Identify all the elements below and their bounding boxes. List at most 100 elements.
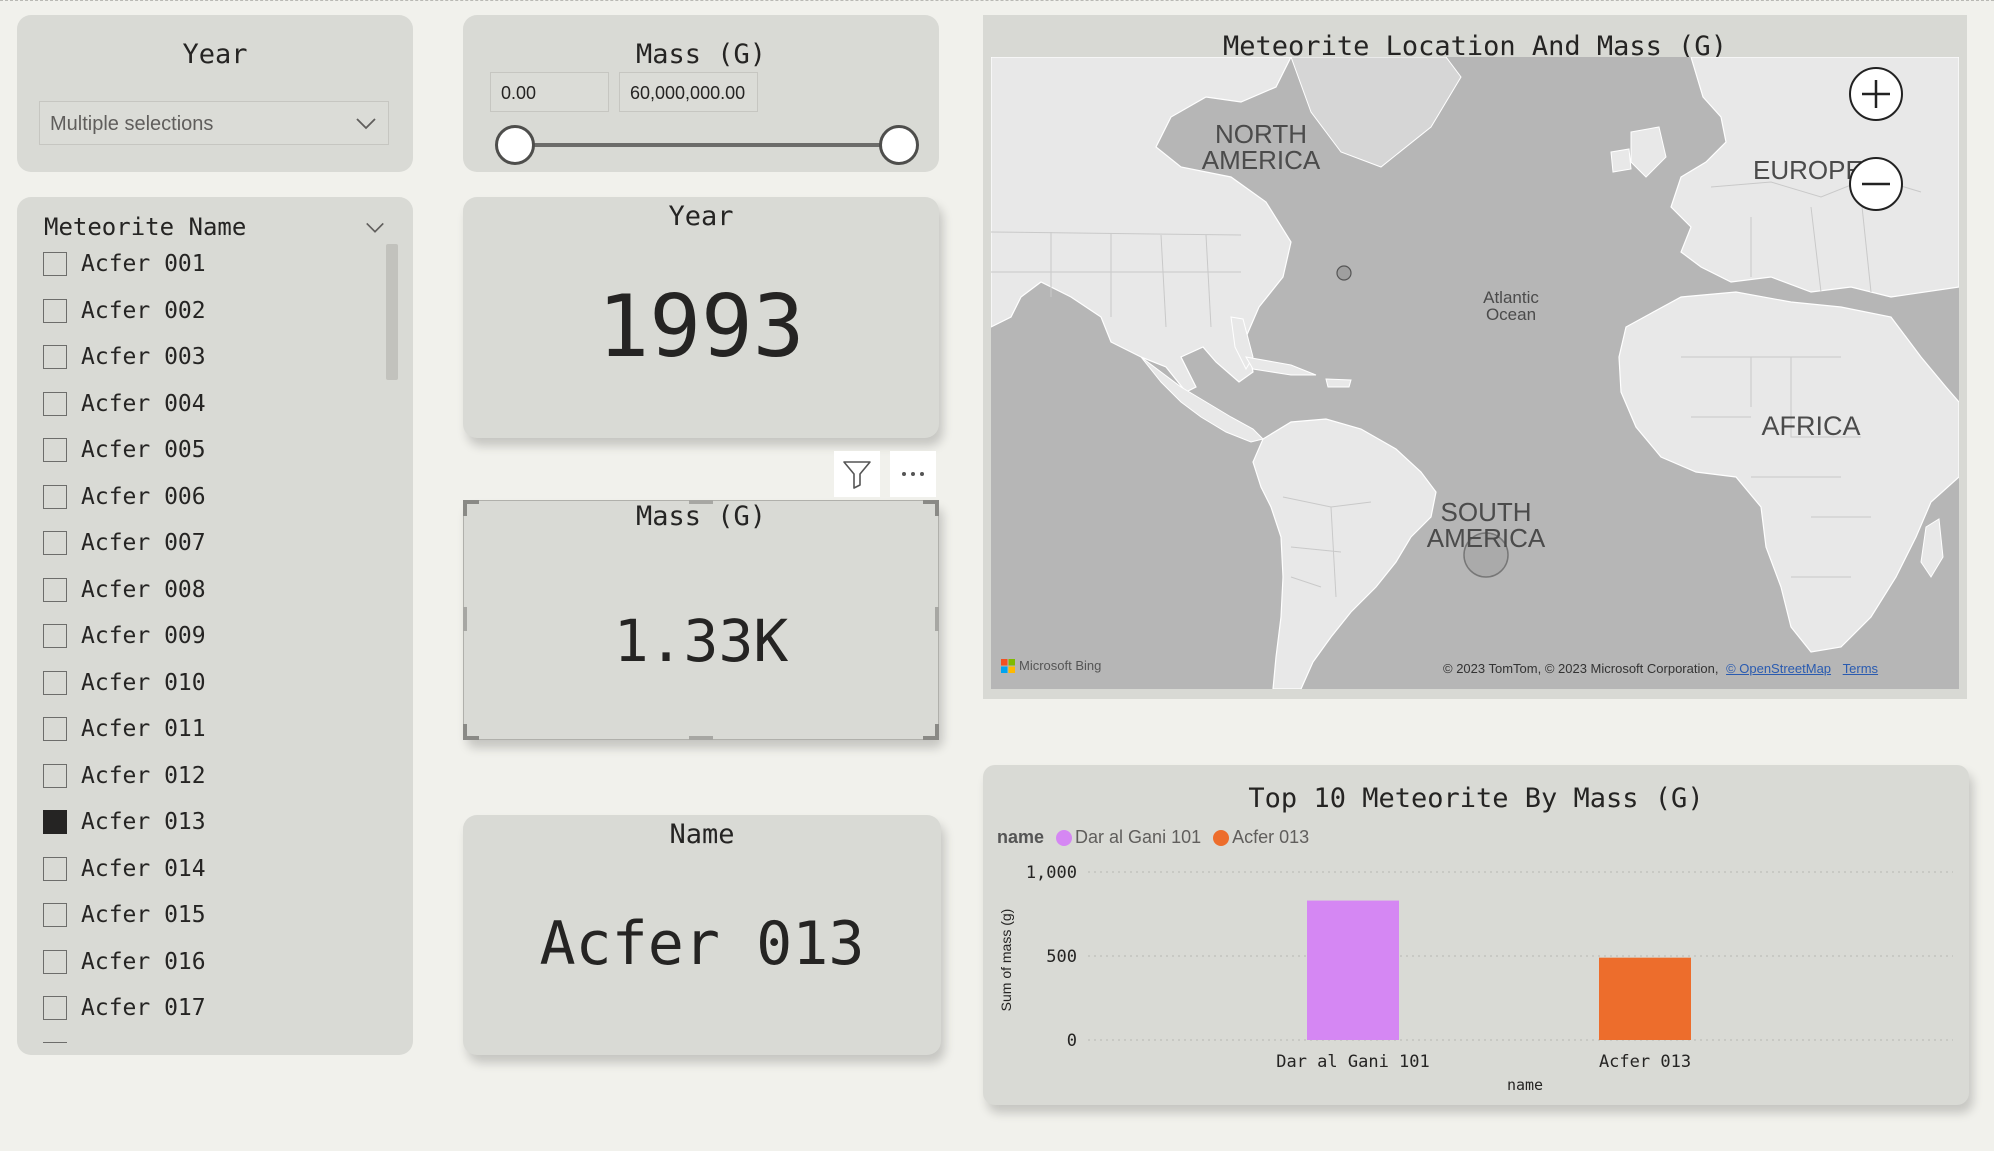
list-item[interactable]: Acfer 010 <box>43 660 206 707</box>
mass-card-value: 1.33K <box>613 607 789 675</box>
checkbox[interactable] <box>43 717 67 742</box>
bing-brand-text: Microsoft Bing <box>1019 658 1102 673</box>
list-item[interactable]: Acfer 002 <box>43 288 206 335</box>
resize-handle-top-left[interactable] <box>463 500 479 516</box>
list-item[interactable]: Acfer 009 <box>43 613 206 660</box>
map-canvas[interactable]: NORTH AMERICA EUROPE Atlantic Ocean AFRI… <box>991 57 1959 689</box>
slider-track[interactable] <box>515 143 899 147</box>
list-item-label: Acfer 015 <box>81 902 206 929</box>
top-border <box>0 0 1994 2</box>
chart-legend: name Dar al Gani 101 Acfer 013 <box>997 827 1309 848</box>
zoom-out-button[interactable] <box>1849 157 1903 211</box>
checkbox[interactable] <box>43 252 67 277</box>
y-axis-label: Sum of mass (g) <box>998 909 1014 1012</box>
more-options-button[interactable] <box>890 451 936 497</box>
mass-card[interactable]: Mass (G) 1.33K <box>463 500 939 740</box>
checkbox[interactable] <box>43 484 67 509</box>
year-card-value: 1993 <box>597 277 805 377</box>
filter-button[interactable] <box>834 451 880 497</box>
year-dropdown[interactable]: Multiple selections <box>39 101 389 145</box>
resize-handle-right[interactable] <box>935 607 939 631</box>
resize-handle-left[interactable] <box>463 607 467 631</box>
checkbox[interactable] <box>43 531 67 556</box>
list-item-label: Acfer 001 <box>81 251 206 278</box>
resize-handle-top[interactable] <box>689 500 713 504</box>
legend-item[interactable]: Acfer 013 <box>1232 827 1310 847</box>
legend-title: name <box>997 827 1045 847</box>
list-item-label: Acfer 016 <box>81 948 206 975</box>
checkbox[interactable] <box>43 670 67 695</box>
name-list: Acfer 001 Acfer 002 Acfer 003 Acfer 004 Acfe… <box>43 241 206 1032</box>
mass-min-input[interactable]: 0.00 <box>490 72 609 112</box>
name-slicer-header: Meteorite Name <box>44 213 247 241</box>
checkbox[interactable] <box>43 949 67 974</box>
map-label-north-america: NORTH AMERICA <box>1201 119 1321 175</box>
name-card-title: Name <box>669 819 735 850</box>
mass-range-slicer: Mass (G) 0.00 60,000,000.00 <box>463 15 939 172</box>
list-item[interactable]: Acfer 003 <box>43 334 206 381</box>
list-item[interactable]: Acfer 011 <box>43 706 206 753</box>
list-item[interactable]: Acfer 013 <box>43 799 206 846</box>
zoom-in-button[interactable] <box>1849 67 1903 121</box>
chevron-down-icon <box>356 118 376 130</box>
list-scrollbar[interactable] <box>386 244 398 380</box>
year-dropdown-value: Multiple selections <box>50 113 214 135</box>
map-attribution: © 2023 TomTom, © 2023 Microsoft Corporat… <box>1443 661 1878 676</box>
list-item-label: Acfer 017 <box>81 995 206 1022</box>
top-meteorite-chart: Top 10 Meteorite By Mass (G) name Dar al… <box>983 765 1969 1105</box>
openstreetmap-link[interactable]: © OpenStreetMap <box>1726 661 1832 676</box>
bar-chart-plot: 0 500 1,000 Dar al Gani 101 Acfer 013 name Sum… <box>998 863 1953 1094</box>
x-tick-label: Acfer 013 <box>1599 1052 1691 1072</box>
list-item[interactable]: Acfer 001 <box>43 241 206 288</box>
checkbox[interactable] <box>43 996 67 1021</box>
resize-handle-bottom-right[interactable] <box>923 724 939 740</box>
list-item[interactable]: Acfer 005 <box>43 427 206 474</box>
resize-handle-bottom-left[interactable] <box>463 724 479 740</box>
resize-handle-top-right[interactable] <box>923 500 939 516</box>
meteorite-point[interactable] <box>1336 265 1352 281</box>
list-item-label: Acfer 005 <box>81 437 206 464</box>
map-label-europe: EUROPE <box>1753 155 1863 185</box>
checkbox[interactable] <box>43 298 67 323</box>
list-item[interactable]: Acfer 006 <box>43 474 206 521</box>
chart-title: Top 10 Meteorite By Mass (G) <box>1248 783 1704 814</box>
list-item[interactable]: Acfer 007 <box>43 520 206 567</box>
mass-max-input[interactable]: 60,000,000.00 <box>619 72 758 112</box>
checkbox[interactable] <box>43 903 67 928</box>
x-axis-label: name <box>1507 1076 1543 1094</box>
list-item[interactable]: Acfer 012 <box>43 753 206 800</box>
resize-handle-bottom[interactable] <box>689 736 713 740</box>
checkbox[interactable] <box>43 577 67 602</box>
terms-link[interactable]: Terms <box>1842 661 1879 676</box>
list-item[interactable]: Acfer 008 <box>43 567 206 614</box>
list-item-label: Acfer 008 <box>81 576 206 603</box>
chevron-down-icon[interactable] <box>364 217 386 239</box>
bar[interactable] <box>1599 957 1691 1040</box>
list-item[interactable]: Acfer 004 <box>43 381 206 428</box>
checkbox[interactable] <box>43 810 67 835</box>
checkbox[interactable] <box>43 438 67 463</box>
bar[interactable] <box>1307 900 1399 1040</box>
legend-item[interactable]: Dar al Gani 101 <box>1075 827 1202 847</box>
list-item[interactable]: Acfer 016 <box>43 939 206 986</box>
y-tick-label: 500 <box>1046 947 1077 967</box>
checkbox[interactable] <box>43 856 67 881</box>
checkbox[interactable] <box>43 763 67 788</box>
list-item-label: Acfer 009 <box>81 623 206 650</box>
slider-max-handle[interactable] <box>879 125 919 165</box>
map-copyright: © 2023 TomTom, © 2023 Microsoft Corporat… <box>1443 661 1719 676</box>
list-item[interactable]: Acfer 014 <box>43 846 206 893</box>
partial-list-item <box>43 1042 67 1046</box>
checkbox[interactable] <box>43 624 67 649</box>
list-item[interactable]: Acfer 015 <box>43 892 206 939</box>
minus-icon <box>1862 182 1890 186</box>
checkbox[interactable] <box>43 345 67 370</box>
checkbox[interactable] <box>43 391 67 416</box>
slider-min-handle[interactable] <box>495 125 535 165</box>
list-item-label: Acfer 013 <box>81 809 206 836</box>
list-item-label: Acfer 012 <box>81 762 206 789</box>
meteorite-point[interactable] <box>1463 532 1509 578</box>
list-item[interactable]: Acfer 017 <box>43 985 206 1032</box>
name-card: Name Acfer 013 <box>463 815 941 1055</box>
more-options-icon <box>902 472 924 476</box>
